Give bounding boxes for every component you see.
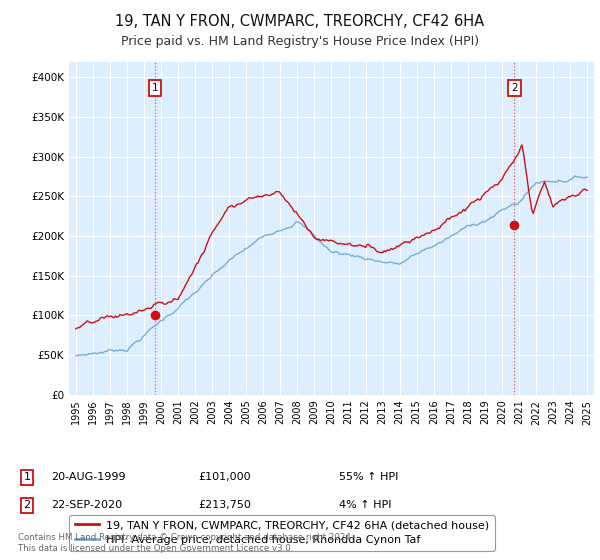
- Text: 22-SEP-2020: 22-SEP-2020: [51, 500, 122, 510]
- Text: 4% ↑ HPI: 4% ↑ HPI: [339, 500, 391, 510]
- Text: £213,750: £213,750: [198, 500, 251, 510]
- Text: 1: 1: [23, 472, 31, 482]
- Text: 2: 2: [511, 83, 518, 94]
- Text: 1: 1: [152, 83, 158, 94]
- Text: 19, TAN Y FRON, CWMPARC, TREORCHY, CF42 6HA: 19, TAN Y FRON, CWMPARC, TREORCHY, CF42 …: [115, 14, 485, 29]
- Text: 20-AUG-1999: 20-AUG-1999: [51, 472, 125, 482]
- Text: 2: 2: [23, 500, 31, 510]
- Text: Contains HM Land Registry data © Crown copyright and database right 2024.
This d: Contains HM Land Registry data © Crown c…: [18, 533, 353, 553]
- Text: Price paid vs. HM Land Registry's House Price Index (HPI): Price paid vs. HM Land Registry's House …: [121, 35, 479, 48]
- Legend: 19, TAN Y FRON, CWMPARC, TREORCHY, CF42 6HA (detached house), HPI: Average price: 19, TAN Y FRON, CWMPARC, TREORCHY, CF42 …: [70, 515, 494, 551]
- Text: 55% ↑ HPI: 55% ↑ HPI: [339, 472, 398, 482]
- Text: £101,000: £101,000: [198, 472, 251, 482]
